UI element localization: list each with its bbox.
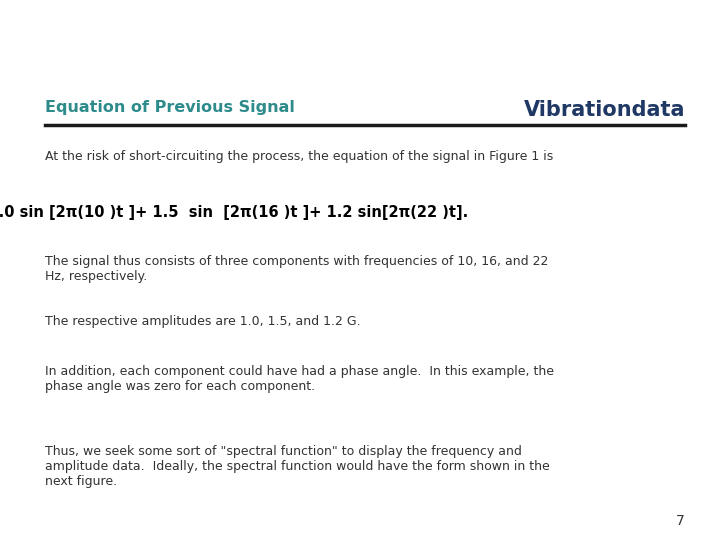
Text: The signal thus consists of three components with frequencies of 10, 16, and 22
: The signal thus consists of three compon… <box>45 255 549 283</box>
Text: In addition, each component could have had a phase angle.  In this example, the
: In addition, each component could have h… <box>45 365 554 393</box>
Text: 7: 7 <box>676 514 685 528</box>
Text: Vibrationdata: Vibrationdata <box>523 100 685 120</box>
Text: Equation of Previous Signal: Equation of Previous Signal <box>45 100 295 115</box>
Text: y (t) = 1.0 sin [2π(10 )t ]+ 1.5  sin  [2π(16 )t ]+ 1.2 sin[2π(22 )t].: y (t) = 1.0 sin [2π(10 )t ]+ 1.5 sin [2π… <box>0 205 469 220</box>
Text: At the risk of short-circuiting the process, the equation of the signal in Figur: At the risk of short-circuiting the proc… <box>45 150 553 163</box>
Text: Thus, we seek some sort of "spectral function" to display the frequency and
ampl: Thus, we seek some sort of "spectral fun… <box>45 445 550 488</box>
Text: The respective amplitudes are 1.0, 1.5, and 1.2 G.: The respective amplitudes are 1.0, 1.5, … <box>45 315 361 328</box>
